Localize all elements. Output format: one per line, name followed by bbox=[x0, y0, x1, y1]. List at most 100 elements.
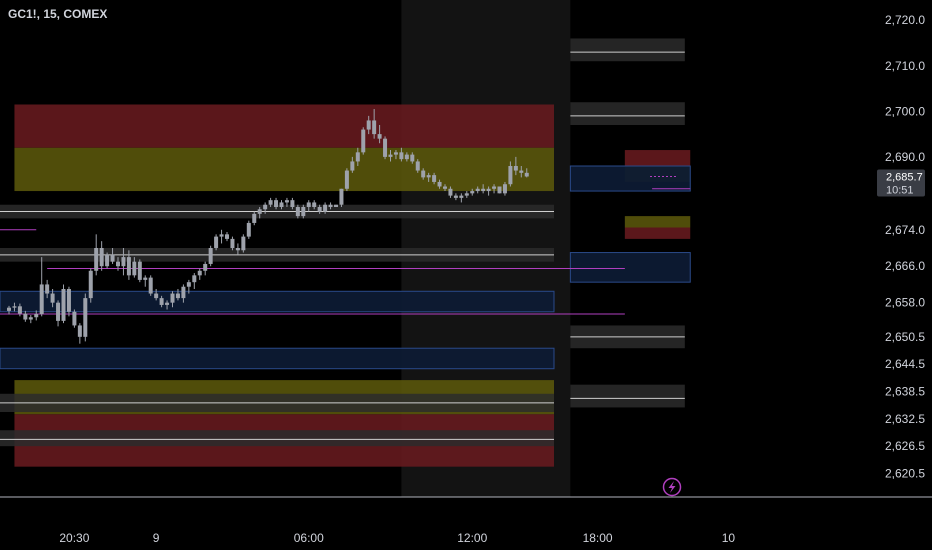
candle[interactable] bbox=[350, 156, 355, 173]
candle[interactable] bbox=[7, 305, 11, 315]
candle[interactable] bbox=[77, 323, 82, 344]
candle[interactable] bbox=[334, 204, 338, 207]
candle[interactable] bbox=[453, 193, 458, 201]
candle[interactable] bbox=[214, 234, 219, 251]
candle[interactable] bbox=[284, 197, 289, 207]
candle[interactable] bbox=[246, 220, 251, 239]
candle[interactable] bbox=[432, 172, 437, 185]
candle[interactable] bbox=[148, 275, 153, 296]
candle[interactable] bbox=[126, 250, 131, 280]
candle[interactable] bbox=[56, 300, 61, 327]
candle[interactable] bbox=[497, 186, 502, 194]
candle[interactable] bbox=[235, 243, 240, 255]
candle[interactable] bbox=[197, 268, 202, 280]
candle[interactable] bbox=[225, 232, 229, 242]
candle[interactable] bbox=[355, 147, 360, 166]
candle[interactable] bbox=[203, 261, 208, 276]
lightning-icon[interactable] bbox=[662, 477, 682, 497]
candle[interactable] bbox=[132, 257, 137, 278]
candle[interactable] bbox=[328, 202, 333, 210]
candle[interactable] bbox=[443, 184, 447, 192]
candle[interactable] bbox=[344, 168, 349, 192]
candle[interactable] bbox=[165, 300, 170, 310]
candle[interactable] bbox=[230, 236, 235, 251]
candle[interactable] bbox=[45, 279, 50, 299]
candle[interactable] bbox=[219, 229, 224, 244]
candle[interactable] bbox=[137, 259, 142, 283]
candle[interactable] bbox=[393, 150, 398, 160]
candle[interactable] bbox=[143, 275, 148, 287]
candle[interactable] bbox=[475, 186, 480, 194]
candle[interactable] bbox=[339, 188, 344, 207]
candle[interactable] bbox=[110, 248, 115, 264]
candle[interactable] bbox=[513, 156, 518, 176]
candle[interactable] bbox=[306, 200, 311, 212]
candle[interactable] bbox=[23, 310, 28, 322]
candle[interactable] bbox=[372, 109, 377, 139]
candle[interactable] bbox=[17, 303, 22, 317]
candle[interactable] bbox=[170, 291, 175, 308]
candle[interactable] bbox=[437, 179, 442, 189]
candle[interactable] bbox=[116, 257, 120, 271]
candle[interactable] bbox=[50, 289, 55, 308]
candle[interactable] bbox=[159, 295, 164, 308]
candle[interactable] bbox=[121, 248, 126, 276]
candle[interactable] bbox=[99, 241, 104, 271]
candle[interactable] bbox=[459, 193, 464, 203]
candle[interactable] bbox=[181, 284, 186, 303]
candle[interactable] bbox=[410, 152, 415, 164]
candle[interactable] bbox=[290, 197, 295, 210]
candle[interactable] bbox=[502, 181, 507, 196]
candle[interactable] bbox=[72, 309, 77, 328]
candle[interactable] bbox=[252, 211, 257, 226]
candle[interactable] bbox=[492, 184, 497, 194]
candle[interactable] bbox=[415, 159, 420, 173]
candle[interactable] bbox=[186, 279, 191, 294]
candle[interactable] bbox=[61, 284, 66, 324]
candle[interactable] bbox=[279, 200, 284, 210]
candle[interactable] bbox=[421, 168, 426, 180]
candle[interactable] bbox=[377, 125, 382, 144]
candle[interactable] bbox=[241, 234, 246, 253]
candle[interactable] bbox=[361, 127, 366, 155]
candle[interactable] bbox=[323, 202, 328, 214]
candle-layer[interactable] bbox=[7, 109, 529, 344]
candle[interactable] bbox=[508, 161, 513, 187]
candle[interactable] bbox=[366, 115, 371, 135]
candle[interactable] bbox=[274, 197, 279, 210]
candle[interactable] bbox=[66, 286, 71, 317]
candle[interactable] bbox=[426, 172, 431, 182]
candle[interactable] bbox=[448, 186, 453, 198]
candle[interactable] bbox=[12, 302, 17, 312]
candle[interactable] bbox=[94, 234, 99, 276]
candle[interactable] bbox=[83, 293, 88, 342]
candle[interactable] bbox=[519, 166, 524, 178]
candle[interactable] bbox=[383, 136, 388, 160]
candle[interactable] bbox=[208, 245, 213, 267]
candle[interactable] bbox=[154, 289, 159, 301]
candle[interactable] bbox=[263, 202, 268, 214]
candle[interactable] bbox=[34, 310, 39, 321]
candle[interactable] bbox=[312, 200, 317, 210]
candle[interactable] bbox=[295, 204, 300, 219]
candle[interactable] bbox=[464, 191, 469, 198]
candle[interactable] bbox=[39, 257, 44, 317]
candle[interactable] bbox=[404, 152, 409, 162]
candle[interactable] bbox=[470, 188, 475, 196]
candle[interactable] bbox=[175, 289, 180, 301]
candle[interactable] bbox=[105, 252, 110, 269]
candle[interactable] bbox=[524, 168, 529, 178]
candle[interactable] bbox=[486, 186, 491, 196]
candle[interactable] bbox=[481, 184, 486, 194]
candle[interactable] bbox=[88, 268, 93, 303]
candle[interactable] bbox=[399, 147, 404, 162]
candle[interactable] bbox=[28, 314, 33, 324]
candle[interactable] bbox=[317, 204, 322, 214]
candle[interactable] bbox=[301, 204, 306, 219]
candle[interactable] bbox=[257, 207, 262, 219]
candle[interactable] bbox=[192, 273, 197, 289]
candle[interactable] bbox=[388, 150, 393, 162]
candle[interactable] bbox=[268, 197, 273, 207]
